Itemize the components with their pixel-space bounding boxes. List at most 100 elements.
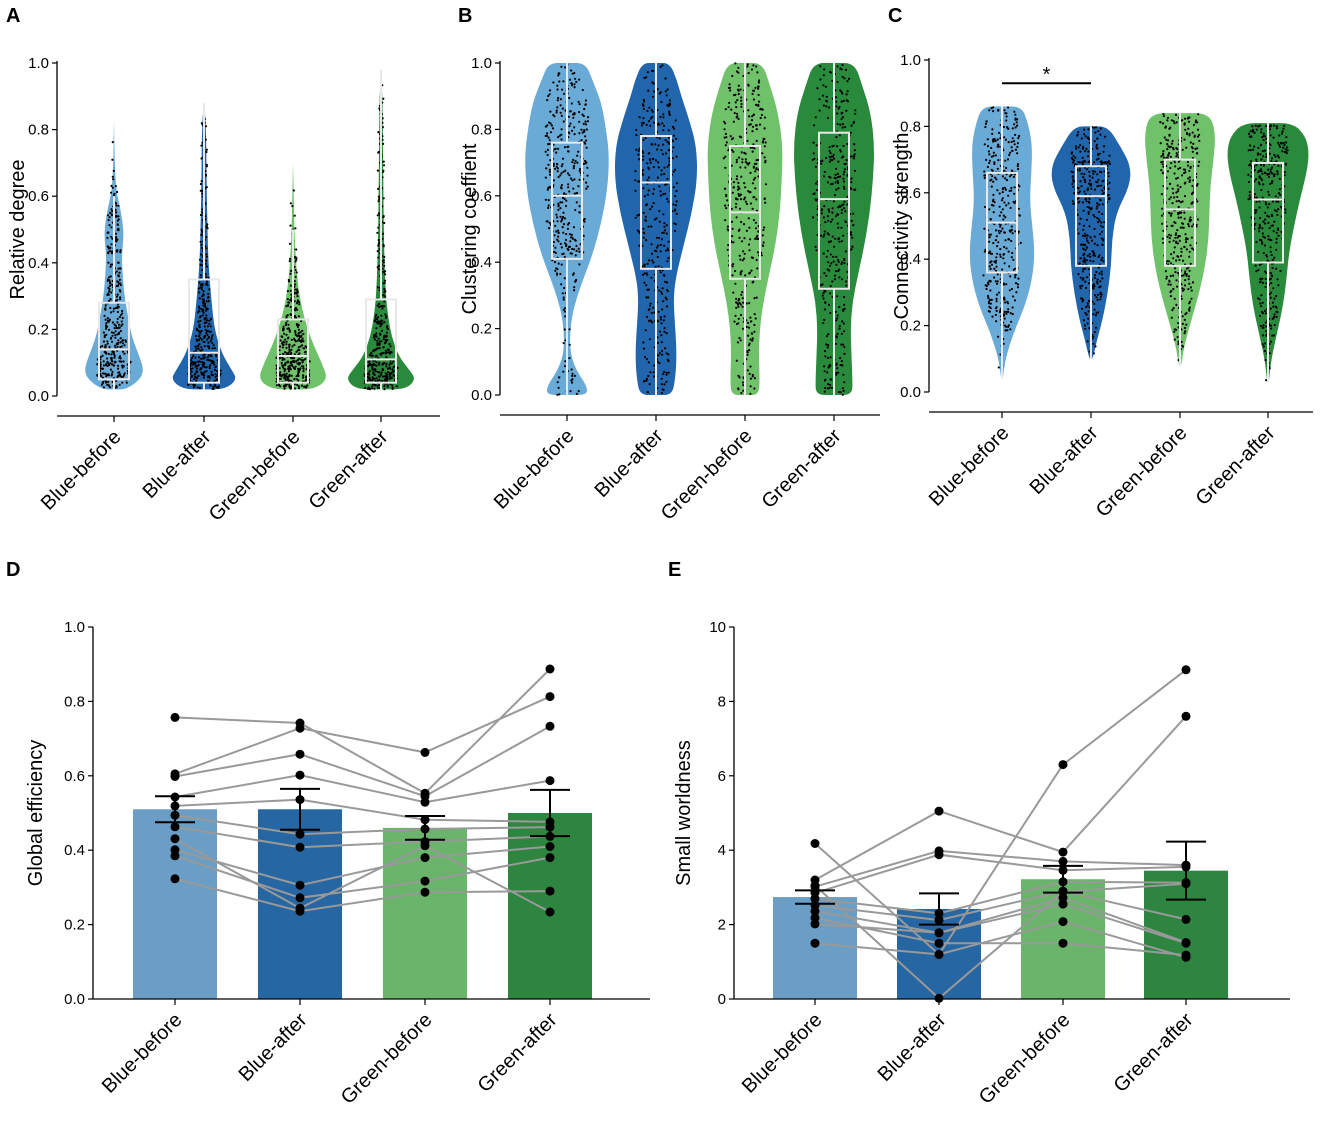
data-point: [570, 69, 573, 72]
data-point: [1194, 119, 1198, 122]
subject-point: [810, 839, 820, 848]
data-point: [117, 371, 120, 374]
subject-point: [934, 949, 944, 959]
data-point: [661, 122, 664, 125]
data-point: [828, 210, 831, 213]
data-point: [1196, 218, 1199, 221]
data-point: [1014, 276, 1017, 279]
data-point: [296, 378, 299, 381]
data-point: [1082, 254, 1085, 257]
data-point: [828, 146, 831, 149]
data-point: [585, 181, 588, 184]
data-point: [654, 159, 658, 162]
data-point: [1283, 171, 1286, 174]
data-point: [546, 148, 550, 151]
data-point: [1007, 127, 1010, 130]
data-point: [647, 120, 651, 123]
data-point: [198, 307, 201, 310]
data-point: [1178, 235, 1181, 238]
data-point: [571, 179, 574, 182]
data-point: [1170, 162, 1173, 165]
data-point: [373, 338, 376, 341]
data-point: [1183, 195, 1187, 198]
data-point: [728, 83, 731, 86]
data-point: [1071, 200, 1074, 203]
data-point: [842, 185, 846, 188]
data-point: [1274, 305, 1277, 308]
data-point: [744, 186, 747, 189]
data-point: [1257, 146, 1260, 149]
data-point: [751, 150, 754, 153]
data-point: [660, 377, 663, 380]
data-point: [572, 158, 575, 161]
data-point: [842, 308, 845, 311]
subject-line: [174, 668, 551, 795]
data-point: [840, 343, 843, 346]
data-point: [752, 89, 756, 92]
data-point: [1253, 168, 1256, 171]
data-point: [831, 207, 834, 210]
x-tick-label-green-before: Green-before: [337, 1009, 437, 1109]
data-point: [578, 178, 581, 181]
data-point: [814, 245, 817, 248]
data-point: [1283, 143, 1286, 147]
data-point: [722, 157, 725, 160]
data-point: [1080, 284, 1084, 287]
data-point: [757, 230, 760, 233]
data-point: [119, 341, 122, 344]
data-point: [1261, 343, 1264, 346]
data-point: [744, 166, 747, 169]
data-point: [568, 125, 571, 128]
data-point: [1262, 183, 1265, 186]
data-point: [298, 349, 301, 352]
data-point: [1083, 128, 1086, 131]
data-point: [561, 226, 564, 229]
data-point: [375, 364, 378, 367]
data-point: [295, 350, 298, 353]
data-point: [1093, 188, 1097, 191]
data-point: [207, 358, 210, 362]
data-point: [198, 310, 201, 313]
data-point: [645, 284, 648, 287]
data-point: [1096, 137, 1099, 140]
data-point: [208, 322, 211, 325]
data-point: [757, 87, 760, 90]
subject-point: [295, 842, 305, 852]
data-point: [106, 279, 109, 282]
data-point: [1000, 199, 1004, 202]
data-point: [202, 376, 205, 379]
data-point: [738, 228, 741, 231]
data-point: [1198, 139, 1201, 142]
data-point: [675, 137, 678, 140]
y-tick-label: 4: [718, 842, 726, 859]
data-point: [373, 320, 376, 323]
data-point: [377, 226, 380, 229]
data-point: [662, 273, 665, 276]
data-point: [747, 83, 750, 86]
data-point: [1267, 215, 1271, 218]
data-point: [757, 251, 760, 254]
data-point: [1268, 367, 1271, 370]
data-point: [204, 138, 207, 141]
data-point: [827, 303, 831, 306]
data-point: [212, 387, 215, 390]
data-point: [107, 380, 110, 383]
data-point: [1173, 246, 1176, 249]
data-point: [202, 304, 205, 307]
data-point: [1262, 164, 1265, 167]
data-point: [1264, 358, 1267, 362]
data-point: [560, 220, 563, 223]
data-point: [742, 223, 746, 226]
data-point: [674, 119, 677, 122]
data-point: [552, 81, 555, 84]
data-point: [1003, 169, 1006, 172]
data-point: [843, 168, 847, 171]
data-point: [758, 123, 762, 126]
data-point: [833, 278, 837, 281]
data-point: [995, 282, 999, 285]
data-point: [992, 180, 995, 183]
data-point: [1258, 223, 1261, 226]
data-point: [106, 317, 109, 320]
data-point: [1248, 197, 1251, 200]
data-point: [1162, 152, 1165, 155]
